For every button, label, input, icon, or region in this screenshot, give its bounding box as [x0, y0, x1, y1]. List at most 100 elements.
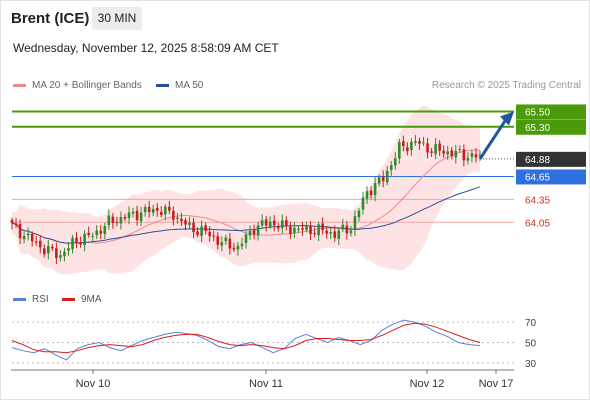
candle-body	[107, 215, 111, 226]
candle-body	[131, 211, 135, 214]
candle-body	[208, 231, 211, 237]
candle-body	[99, 230, 103, 234]
candle	[309, 221, 312, 241]
candle	[357, 208, 361, 222]
candle-body	[151, 208, 155, 213]
candle-body	[418, 140, 421, 144]
candle	[301, 222, 304, 236]
candle-body	[301, 228, 304, 230]
candle-body	[147, 206, 151, 213]
candle-body	[410, 141, 413, 150]
candle	[458, 145, 462, 153]
candle-body	[232, 247, 236, 250]
rsi-tick-label-30: 30	[525, 359, 537, 370]
candle-body	[26, 233, 30, 236]
candle	[34, 235, 38, 246]
candle-body	[200, 226, 203, 237]
candle	[176, 213, 179, 224]
level-tag-65.50	[516, 104, 586, 120]
candle-body	[341, 224, 345, 230]
level-tag-64.65	[516, 169, 586, 185]
candle-body	[127, 212, 131, 219]
candle	[450, 147, 454, 160]
candle-body	[398, 141, 401, 159]
ma20-swatch	[13, 84, 26, 87]
level-label-64.05: 64.05	[525, 218, 550, 229]
rsi-tick-label-50: 50	[525, 339, 537, 350]
candle	[276, 222, 280, 232]
candle	[285, 216, 288, 231]
candle-body	[18, 224, 22, 239]
candle	[119, 211, 123, 230]
candle	[111, 212, 115, 229]
candle	[147, 200, 151, 218]
candle-body	[333, 231, 337, 238]
candle	[30, 231, 34, 247]
candle-body	[139, 212, 143, 222]
candle	[317, 221, 320, 242]
candle	[220, 236, 224, 252]
candle-body	[115, 222, 119, 224]
candle	[268, 216, 272, 230]
candle-body	[42, 248, 46, 255]
candle-body	[63, 251, 66, 257]
candle	[196, 227, 199, 238]
candle	[151, 204, 155, 217]
candle-body	[442, 150, 445, 154]
candle-body	[192, 222, 195, 233]
candle	[361, 191, 365, 215]
rsi-ma-line	[11, 322, 481, 354]
candle-body	[103, 226, 107, 234]
candle	[313, 227, 316, 238]
candle-body	[168, 206, 171, 211]
candle	[446, 145, 450, 161]
candle-body	[34, 241, 38, 243]
level-label-65.50: 65.50	[525, 107, 550, 118]
candle-body	[305, 225, 308, 230]
candle	[38, 236, 42, 254]
candle	[297, 225, 300, 233]
candle	[454, 144, 458, 164]
level-label-64.35: 64.35	[525, 195, 550, 206]
legend-label-ma50: MA 50	[175, 80, 204, 91]
candle	[385, 165, 389, 186]
candle	[353, 210, 357, 236]
candle-body	[264, 219, 268, 226]
candle-body	[111, 216, 115, 224]
candle-body	[38, 240, 42, 248]
candle	[87, 226, 90, 238]
candle-body	[87, 232, 90, 235]
candle	[216, 232, 220, 250]
candle-body	[79, 242, 82, 245]
candle	[42, 244, 46, 258]
candle-body	[14, 223, 18, 226]
candle	[200, 220, 203, 243]
candle	[341, 218, 345, 233]
candle-body	[414, 141, 417, 143]
candle-body	[381, 176, 385, 182]
candle	[123, 213, 127, 222]
level-label-64.65: 64.65	[525, 172, 550, 183]
interval-button[interactable]: 30 MIN	[92, 7, 142, 30]
candle	[373, 177, 377, 202]
candle-body	[321, 223, 324, 231]
candle-body	[268, 221, 272, 227]
forecast-arrow-head	[500, 111, 514, 126]
candle	[47, 239, 50, 260]
candle-body	[216, 236, 220, 245]
candle	[381, 170, 385, 188]
rsi-ma-swatch	[62, 298, 75, 301]
candle-body	[337, 230, 341, 239]
legend-item-rsi-ma: 9MA	[62, 294, 102, 305]
candle	[256, 221, 260, 241]
candle-body	[406, 147, 409, 152]
x-tick-label: Nov 17	[479, 378, 514, 390]
candle	[168, 200, 171, 215]
candle-body	[422, 142, 425, 144]
candle-body	[281, 220, 284, 229]
candle-body	[240, 243, 244, 247]
forecast-arrow-shaft	[478, 118, 508, 160]
candle-body	[329, 232, 333, 234]
candle	[349, 225, 353, 237]
candle	[414, 135, 417, 146]
